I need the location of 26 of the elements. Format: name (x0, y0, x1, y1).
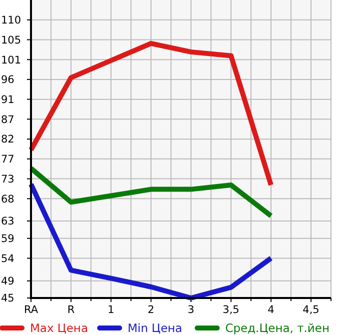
legend-label: Min Цена (128, 321, 182, 335)
y-tick-label: 91 (1, 94, 14, 106)
x-tick-label: 4 (268, 304, 275, 316)
x-tick-label: 3,5 (222, 304, 240, 316)
y-tick-label: 73 (1, 173, 14, 186)
y-tick-label: 49 (1, 276, 14, 288)
y-tick-label: 96 (1, 74, 15, 86)
y-tick-label: 77 (1, 154, 14, 166)
x-tick-label: 1 (108, 304, 114, 316)
x-tick-label: 3 (188, 304, 194, 316)
x-tick-label: 2 (148, 304, 154, 316)
y-tick-label: 87 (1, 114, 14, 126)
x-tick-label: R (67, 304, 75, 316)
y-tick-label: 63 (1, 216, 14, 228)
x-tick-label: 4,5 (302, 304, 320, 316)
legend-label: Max Цена (30, 321, 88, 335)
y-tick-label: 105 (1, 34, 22, 46)
y-tick-label: 45 (1, 292, 14, 305)
y-tick-label: 54 (1, 252, 15, 265)
y-tick-label: 101 (1, 54, 22, 66)
y-tick-label: 110 (1, 14, 22, 27)
y-tick-label: 82 (1, 134, 14, 146)
legend-label: Сред.Цена, т.йен (225, 321, 330, 335)
y-tick-label: 59 (1, 233, 14, 246)
x-tick-label: RA (24, 304, 39, 316)
y-tick-label: 68 (1, 193, 14, 206)
